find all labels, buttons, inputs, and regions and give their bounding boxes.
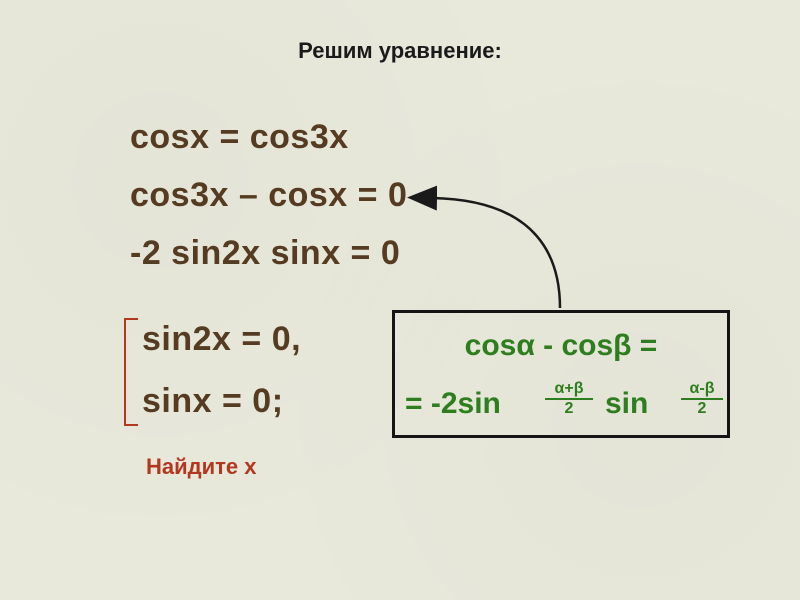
formula-fraction-2: α-β 2 [681,381,723,417]
frac2-numerator: α-β [681,381,723,398]
equation-line-3: -2 sin2x sinx = 0 [130,234,400,273]
case-bracket [124,318,138,426]
arrow-icon [0,0,800,600]
frac1-denominator: 2 [545,398,593,417]
formula-fraction-1: α+β 2 [545,381,593,417]
formula-mid-sin: sin [605,387,648,421]
find-x-label: Найдите x [146,454,257,480]
formula-line-1: cosα - cosβ = [395,329,727,363]
equation-line-5: sinx = 0; [142,382,284,421]
formula-prefix: = -2sin [405,387,501,421]
frac1-numerator: α+β [545,381,593,398]
formula-line-2: = -2sin α+β 2 sin α-β 2 [395,373,727,431]
frac2-denominator: 2 [681,398,723,417]
equation-line-4: sin2x = 0, [142,320,301,359]
equation-line-1: cosx = cos3x [130,118,349,157]
formula-box: cosα - cosβ = = -2sin α+β 2 sin α-β 2 [392,310,730,438]
slide-title: Решим уравнение: [0,38,800,64]
equation-line-2: cos3x – cosx = 0 [130,176,407,215]
